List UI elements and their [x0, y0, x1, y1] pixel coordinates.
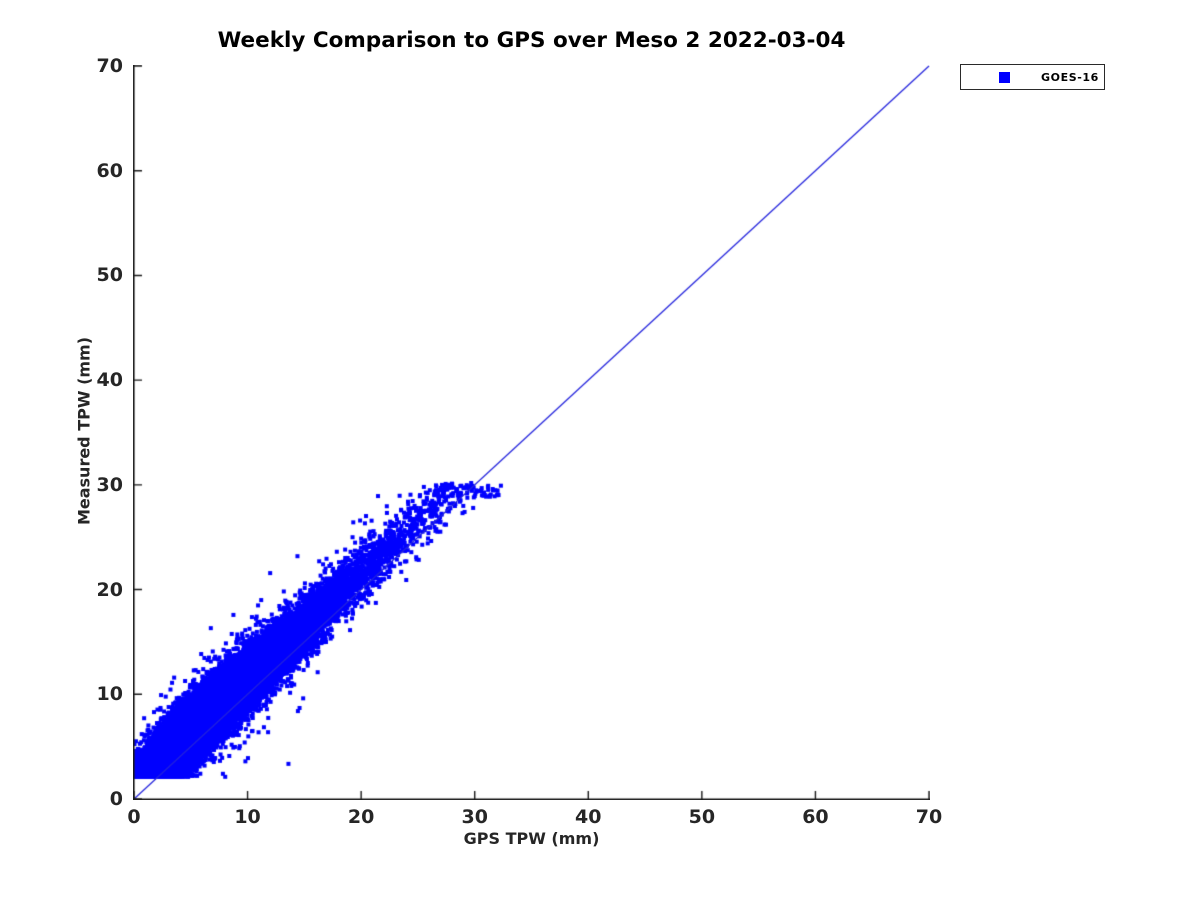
y-axis-label: Measured TPW (mm): [74, 336, 94, 526]
x-axis-label: GPS TPW (mm): [463, 829, 600, 848]
y-tick-label: 60: [96, 159, 123, 182]
y-tick-label: 40: [96, 369, 123, 392]
scatter-plot-canvas: [133, 65, 930, 800]
x-tick-label: 70: [915, 806, 943, 828]
y-tick-label: 20: [96, 578, 123, 601]
y-tick-label: 70: [96, 55, 123, 77]
chart-title: Weekly Comparison to GPS over Meso 2 202…: [217, 28, 846, 53]
x-tick-label: 30: [461, 806, 488, 828]
x-tick-label: 50: [688, 806, 716, 828]
x-tick-label: 60: [802, 806, 829, 828]
x-tick-label: 0: [127, 806, 141, 828]
x-tick-label: 20: [347, 806, 375, 828]
y-tick-label: 30: [96, 473, 123, 496]
x-tick-label: 40: [575, 806, 602, 828]
legend: GOES-16: [960, 64, 1105, 90]
legend-square-marker-icon: [999, 71, 1010, 83]
x-tick-label: 10: [234, 806, 261, 828]
y-tick-label: 0: [109, 788, 123, 810]
legend-series-label: GOES-16: [1041, 70, 1099, 84]
y-tick-label: 50: [96, 264, 123, 287]
y-tick-label: 10: [96, 683, 123, 706]
